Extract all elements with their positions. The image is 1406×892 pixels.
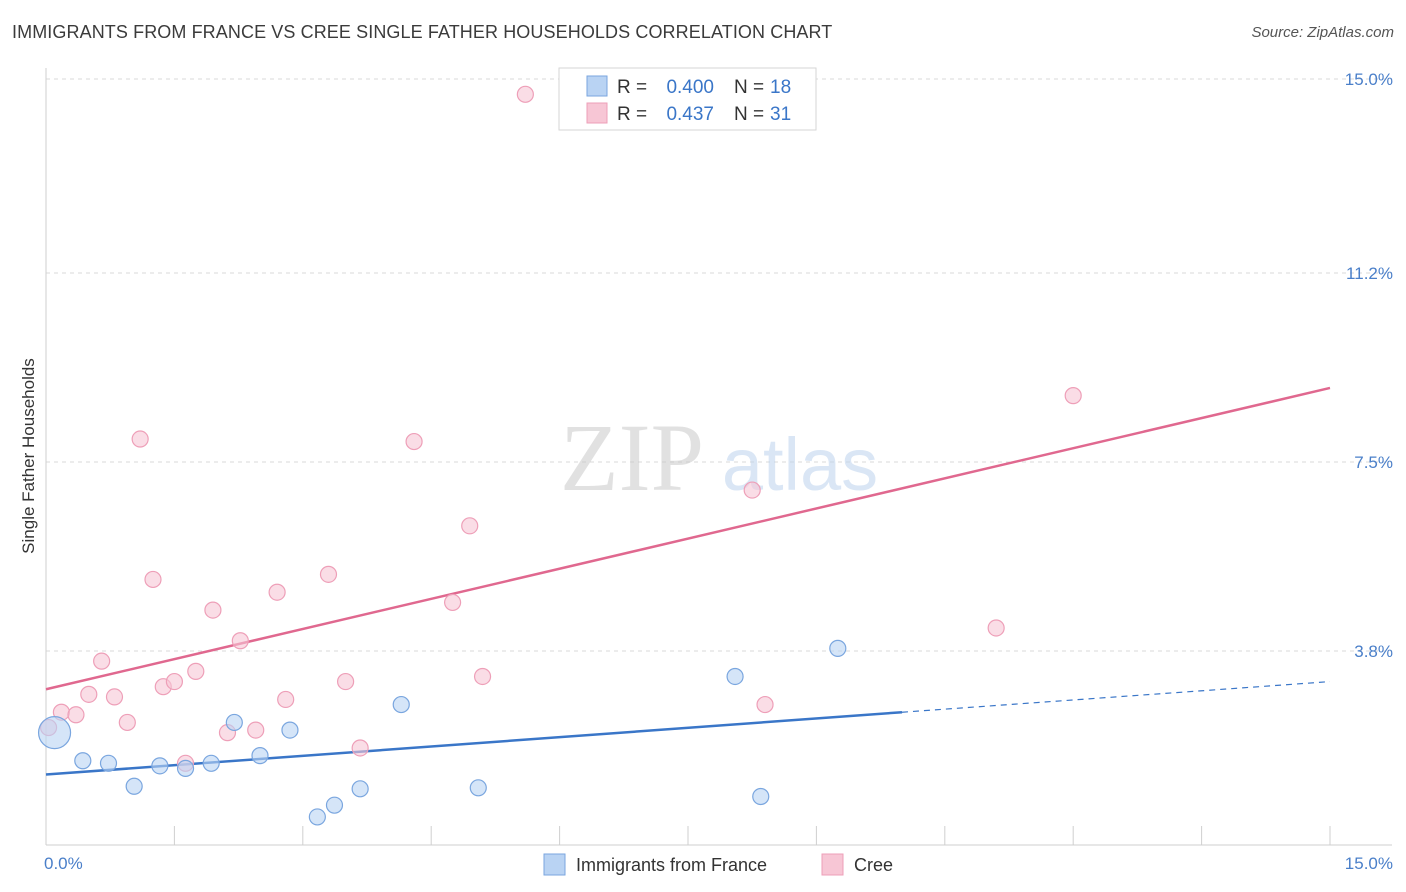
legend-r-label: R = xyxy=(617,77,647,98)
x-tick-label: 0.0% xyxy=(44,854,83,873)
point-blue xyxy=(392,695,410,714)
point-blue xyxy=(176,759,195,778)
legend-swatch-pink xyxy=(586,102,608,124)
point-blue xyxy=(281,721,299,739)
series-legend-swatch-blue xyxy=(543,853,566,876)
point-pink xyxy=(231,632,249,650)
series-legend-swatch-pink xyxy=(821,853,844,876)
point-blue xyxy=(202,754,220,772)
y-tick-label: 11.2% xyxy=(1346,264,1393,283)
point-pink xyxy=(351,739,369,757)
point-pink xyxy=(987,619,1005,637)
point-pink xyxy=(67,706,85,724)
point-blue xyxy=(251,747,269,765)
series-legend: Immigrants from France Cree xyxy=(543,853,893,876)
y-tick-label: 3.8% xyxy=(1354,642,1393,661)
legend-n-value: 18 xyxy=(770,77,791,98)
series-legend-label: Cree xyxy=(854,855,893,875)
point-pink xyxy=(1064,387,1082,405)
trend-line-blue xyxy=(45,710,903,776)
y-axis-label: Single Father Households xyxy=(19,358,38,554)
legend-n-label: N = xyxy=(734,104,764,125)
watermark-zip: ZIP xyxy=(560,404,704,511)
point-pink xyxy=(319,565,338,583)
point-blue xyxy=(469,779,487,797)
point-blue xyxy=(151,757,169,775)
point-blue xyxy=(351,780,369,798)
point-pink xyxy=(80,685,98,703)
y-tick-label: 7.5% xyxy=(1354,453,1393,472)
point-pink xyxy=(743,481,761,499)
source-label: Source: ZipAtlas.com xyxy=(1251,24,1394,41)
point-pink xyxy=(187,662,205,680)
point-pink xyxy=(337,672,355,691)
point-pink xyxy=(756,695,774,714)
point-pink xyxy=(516,85,534,103)
point-pink xyxy=(277,690,295,709)
point-blue xyxy=(125,777,143,795)
stats-legend: R = 0.400 N = 18 R = 0.437 N = 31 xyxy=(558,67,817,131)
x-tick-labels: 0.0% 15.0% xyxy=(44,854,1393,873)
x-tick-label: 15.0% xyxy=(1345,854,1393,873)
point-blue xyxy=(829,639,847,657)
data-points xyxy=(37,85,1082,826)
point-blue xyxy=(225,713,243,732)
legend-r-value: 0.437 xyxy=(666,104,714,125)
point-pink xyxy=(473,667,492,686)
legend-r-label: R = xyxy=(617,104,647,125)
point-blue xyxy=(726,667,744,686)
point-blue xyxy=(325,796,344,814)
point-blue xyxy=(752,787,770,806)
legend-swatch-blue xyxy=(586,75,608,97)
point-pink xyxy=(268,583,286,601)
grid-lines xyxy=(46,78,1392,652)
y-tick-labels: 3.8% 7.5% 11.2% 15.0% xyxy=(1345,70,1393,661)
point-pink xyxy=(405,432,423,451)
point-pink xyxy=(165,672,183,691)
legend-r-value: 0.400 xyxy=(666,77,714,98)
trend-line-pink xyxy=(45,386,1331,691)
legend-n-value: 31 xyxy=(770,104,791,125)
point-blue xyxy=(74,752,92,770)
point-pink xyxy=(247,721,265,739)
series-legend-label: Immigrants from France xyxy=(576,855,767,875)
axes xyxy=(45,68,1392,846)
trend-line-extension xyxy=(901,680,1331,713)
legend-n-label: N = xyxy=(734,77,764,98)
y-tick-label: 15.0% xyxy=(1345,70,1393,89)
point-pink xyxy=(444,593,462,612)
point-blue xyxy=(308,808,326,826)
point-pink xyxy=(144,570,162,589)
point-pink xyxy=(118,713,136,732)
point-pink xyxy=(461,517,479,535)
point-blue xyxy=(37,716,72,750)
chart-title: IMMIGRANTS FROM FRANCE VS CREE SINGLE FA… xyxy=(12,22,833,42)
point-blue xyxy=(99,754,118,772)
point-pink xyxy=(105,688,124,706)
point-pink xyxy=(93,652,111,670)
point-pink xyxy=(204,601,222,619)
point-pink xyxy=(131,430,149,448)
